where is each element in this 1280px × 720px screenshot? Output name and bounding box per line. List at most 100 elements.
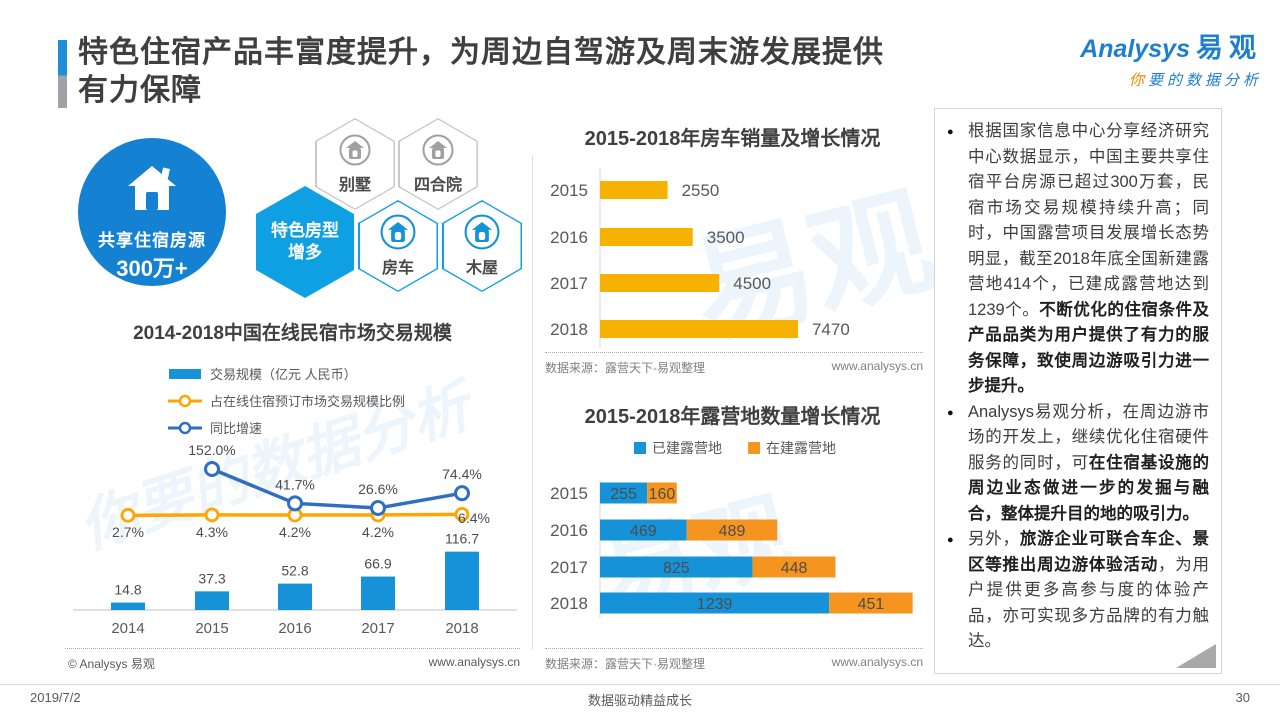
website-text: www.analysys.cn [831,655,923,669]
growth-marker [454,485,470,502]
camp-chart-source: 数据来源：露营天下·易观整理 www.analysys.cn [545,655,923,672]
line-legend-swatch [168,421,202,434]
bar-2016 [278,583,312,610]
under-construction-bar-2016 [686,519,778,541]
analysis-bullet: Analysys易观分析，在周边游市场的开发上，继续优化住宿硬件服务的同时，可在… [947,400,1209,528]
hexagon-四合院: 四合院 [398,118,478,210]
bar-2015 [195,591,229,610]
logo-tagline-accent: 你 [1128,72,1148,89]
source-text: 数据来源：露营天下-易观整理 [545,361,705,375]
under-construction-bar-2018 [829,592,913,614]
share-label: 4.3% [196,524,228,540]
bar-value-label: 66.9 [364,556,391,572]
bar-legend-swatch [169,368,201,379]
hexagon-content: 木屋 [442,200,522,292]
y-tick-label: 2017 [550,274,588,293]
website-text: www.analysys.cn [831,359,923,373]
x-tick-label: 2015 [195,620,228,637]
legend-label: 占在线住宿预订市场交易规模比例 [210,394,406,409]
bar-value-label: 116.7 [445,531,479,547]
page-number: 30 [1235,690,1250,705]
analysis-bullet: 根据国家信息中心分享经济研究中心数据显示，中国主要共享住宿平台房源已超过300万… [947,119,1209,400]
rv-bar-chart: 2015 2550 2016 3500 2017 4500 2018 7470 [550,168,850,348]
rv-bar-2018 [600,320,798,338]
page-title-line1: 特色住宿产品丰富度提升，为周边自驾游及周末游发展提供 [78,36,884,69]
minsu-chart-legend: 交易规模（亿元 人民币） 占在线住宿预订市场交易规模比例 同比增速 [168,360,405,441]
y-tick-label: 2018 [550,320,588,339]
growth-line [211,467,463,510]
bar-2018 [445,551,479,610]
house-icon [422,134,454,166]
growth-marker [370,500,386,517]
page-title: 特色住宿产品丰富度提升，为周边自驾游及周末游发展提供 有力保障 [78,34,1068,110]
growth-label: 74.4% [442,466,482,482]
under-construction-swatch [748,442,760,454]
legend-item: 交易规模（亿元 人民币） [168,360,405,387]
house-icon [464,214,500,250]
circle-label-line1: 共享住宿房源 [98,231,206,250]
built-value-label: 255 [610,486,637,503]
footer-divider [0,684,1280,685]
under-construction-value-label: 451 [858,596,885,613]
growth-marker [204,461,220,478]
x-tick-label: 2014 [111,620,144,637]
hexagon-content: 特色房型 增多 [256,186,354,298]
hexagon-label: 房车 [381,260,414,277]
y-tick-label: 2018 [550,594,588,613]
share-marker [204,507,220,523]
legend-item: 在建露营地 [748,438,836,458]
source-text: 数据来源：露营天下·易观整理 [545,657,705,671]
title-accent-bar [58,40,67,108]
built-value-label: 1239 [697,596,733,613]
share-marker [454,507,470,522]
analysis-bullet-list: 根据国家信息中心分享经济研究中心数据显示，中国主要共享住宿平台房源已超过300万… [947,119,1209,655]
website-text: www.analysys.cn [428,655,520,669]
growth-marker [287,495,303,512]
bullet-text-bold: 在住宿基设施的周边业态做进一步的发掘与融合，整体提升目的地的吸引力。 [968,453,1210,523]
house-icon [128,166,176,210]
legend-label: 同比增速 [210,421,263,436]
legend-item: 同比增速 [168,414,405,441]
share-label: 2.7% [112,524,144,540]
bullet-text-bold: 旅游企业可联合车企、景区等推出周边游体验活动 [968,530,1210,574]
minsu-chart-source: © Analysys 易观 www.analysys.cn [68,655,520,672]
y-tick-label: 2016 [550,228,588,247]
bullet-text-bold: 不断优化的住宿条件及产品品类为用户提供了有力的服务保障，致使周边游吸引力进一步提… [968,300,1209,396]
hexagon-label: 四合院 [413,177,462,194]
built-bar-2017 [600,556,753,578]
house-icon [380,214,416,250]
bar-value-label: 14.8 [114,582,141,598]
legend-label: 在建露营地 [766,440,836,456]
rv-bar-2017 [600,274,720,292]
growth-label: 152.0% [188,442,235,458]
hexagon-content: 别墅 [315,118,395,210]
bullet-text: 根据国家信息中心分享经济研究中心数据显示，中国主要共享住宿平台房源已超过300万… [968,122,1209,319]
built-value-label: 469 [630,523,657,540]
hexagon-木屋: 木屋 [442,200,522,292]
footer-slogan: 数据驱动精益成长 [587,693,692,708]
logo-brand-en: Analysys [1080,35,1190,63]
bar-value-label: 37.3 [198,570,225,586]
camp-stacked-chart: 2015 255 160 2016 469 489 2017 825 448 2018 1239 45… [550,480,913,618]
built-swatch [634,442,646,454]
rv-bar-2015 [600,181,668,199]
legend-item: 占在线住宿预订市场交易规模比例 [168,387,405,414]
divider [545,352,923,353]
y-tick-label: 2017 [550,558,588,577]
bar-value-label: 52.8 [281,563,308,579]
share-label: 4.2% [279,524,311,540]
hexagon-label: 别墅 [338,177,371,194]
camp-chart-legend: 已建露营地 在建露营地 [545,438,925,458]
analysys-logo: Analysys 易观 你要的数据分析 [1080,26,1262,90]
share-marker [120,507,136,523]
rv-value-label: 4500 [733,274,771,293]
logo-brand-cn: 易观 [1196,33,1262,63]
built-bar-2018 [600,592,830,614]
legend-item: 已建露营地 [634,438,722,458]
built-bar-2016 [600,519,687,541]
hexagon-label: 木屋 [465,260,498,277]
share-label: 6.4% [458,510,490,526]
footer-date: 2019/7/2 [30,690,81,705]
hexagon-content: 四合院 [398,118,478,210]
